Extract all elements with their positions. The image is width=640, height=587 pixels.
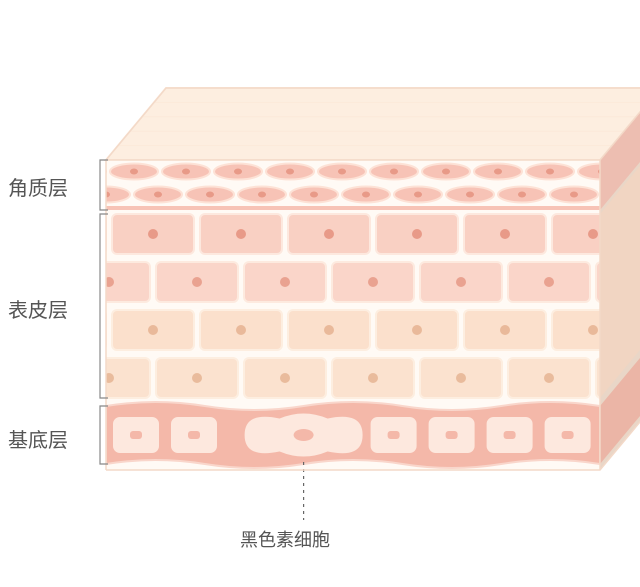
label-melanocyte: 黑色素细胞 [240,526,330,552]
label-basal: 基底层 [8,424,68,453]
skin-layers-diagram [0,0,640,587]
label-epidermis: 表皮层 [8,294,68,323]
label-stratum-corneum: 角质层 [8,172,68,201]
